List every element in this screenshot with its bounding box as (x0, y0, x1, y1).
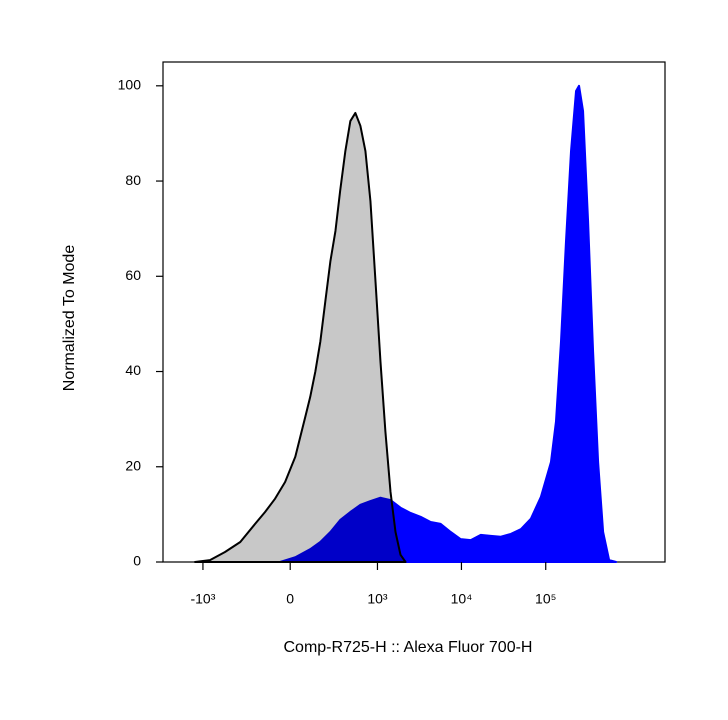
x-axis-label: Comp-R725-H :: Alexa Fluor 700-H (284, 639, 533, 656)
histogram-area (193, 111, 407, 563)
x-tick-label: 10³ (367, 591, 388, 607)
y-tick-label: 100 (118, 77, 142, 93)
x-tick-label: 10⁴ (451, 591, 473, 607)
x-tick-label: -10³ (190, 591, 215, 607)
y-tick-label: 80 (125, 172, 141, 188)
plot-area (193, 84, 618, 563)
y-tick-label: 60 (125, 267, 141, 283)
y-tick-label: 40 (125, 362, 141, 378)
y-tick-label: 20 (125, 457, 141, 473)
y-axis-label: Normalized To Mode (61, 245, 78, 392)
x-tick-label: 0 (286, 591, 294, 607)
y-tick-label: 0 (133, 553, 141, 569)
x-tick-label: 10⁵ (535, 591, 556, 607)
